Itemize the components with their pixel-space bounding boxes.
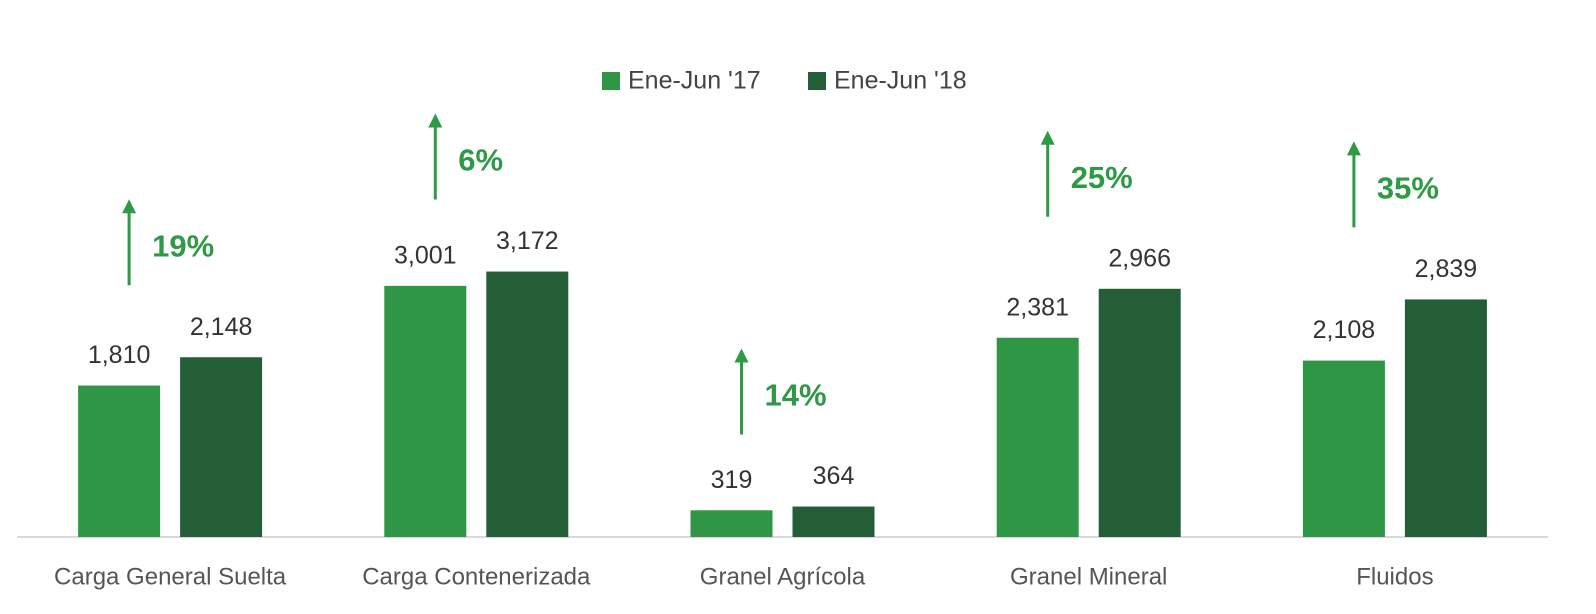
annotation: 6% [458, 143, 503, 178]
bar [792, 506, 875, 537]
bar [1098, 288, 1181, 537]
arrow-head [734, 348, 749, 363]
annotation: 19% [152, 228, 214, 263]
legend-label: Ene-Jun '17 [628, 67, 761, 95]
bar [180, 357, 263, 537]
value-label: 1,810 [88, 341, 151, 369]
arrow-head [1040, 130, 1055, 145]
legend-label: Ene-Jun '18 [834, 67, 967, 95]
value-label: 2,148 [190, 313, 253, 341]
bar [384, 285, 467, 537]
x-tick-label: Granel Mineral [1010, 563, 1167, 590]
x-tick-label: Granel Agrícola [700, 563, 866, 590]
value-label: 364 [813, 462, 855, 490]
annotation: 14% [765, 378, 827, 413]
x-tick-label: Fluidos [1356, 563, 1433, 590]
value-label: 2,839 [1415, 255, 1478, 283]
legend-swatch [602, 72, 620, 90]
bar [78, 385, 161, 537]
annotation: 35% [1377, 171, 1439, 206]
arrow-head [428, 113, 443, 128]
bar [1404, 299, 1487, 537]
value-label: 2,381 [1006, 293, 1069, 321]
value-label: 3,172 [496, 227, 559, 255]
bar [996, 337, 1079, 537]
value-label: 319 [711, 466, 753, 494]
value-label: 2,108 [1313, 316, 1376, 344]
value-label: 3,001 [394, 241, 457, 269]
annotation: 25% [1071, 160, 1133, 195]
arrow-head [1346, 141, 1361, 156]
bar [486, 271, 569, 537]
bar [1302, 360, 1385, 537]
x-tick-label: Carga General Suelta [54, 563, 287, 590]
bar [690, 510, 773, 537]
arrow-head [122, 199, 137, 214]
value-label: 2,966 [1108, 244, 1171, 272]
x-tick-label: Carga Contenerizada [362, 563, 591, 590]
legend-swatch [808, 72, 826, 90]
